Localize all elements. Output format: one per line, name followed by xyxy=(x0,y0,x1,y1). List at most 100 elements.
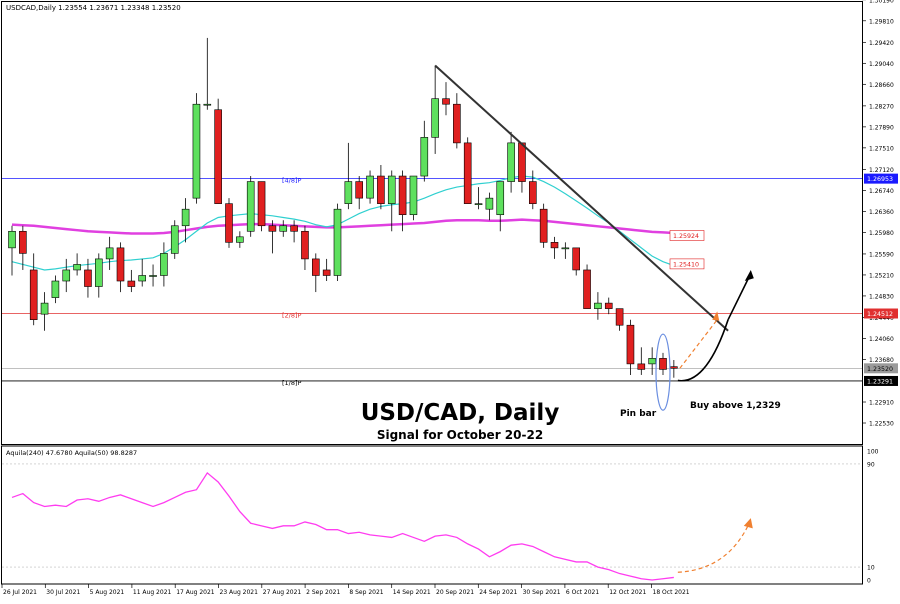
candle-body xyxy=(355,181,364,199)
indicator-y-tick: 0 xyxy=(867,578,871,585)
y-tick-label: 1.28270 xyxy=(869,103,894,110)
candle-body xyxy=(453,103,461,144)
candle-body xyxy=(311,258,320,276)
candle-body xyxy=(40,302,49,315)
level-label: [4/8]P xyxy=(282,177,302,185)
current-price-tag-box xyxy=(864,363,898,374)
candle-body xyxy=(615,308,624,326)
y-tick-label: 1.24830 xyxy=(869,293,894,300)
candle-body xyxy=(572,247,581,271)
candle-body xyxy=(604,302,613,309)
candle-body xyxy=(225,203,233,243)
candle-body xyxy=(594,302,602,309)
candle-body xyxy=(431,98,439,138)
candle-body xyxy=(170,225,179,254)
price-panel-border xyxy=(1,1,863,445)
symbol-info: USDCAD,Daily 1.23554 1.23671 1.23348 1.2… xyxy=(6,4,181,12)
level-tag-red-box xyxy=(864,308,898,319)
level-label: [1/8]P xyxy=(282,379,302,387)
y-tick-label: 1.25210 xyxy=(869,272,894,279)
candle-body xyxy=(626,324,635,365)
y-tick-label: 1.30190 xyxy=(869,0,894,4)
candle-body xyxy=(561,247,570,250)
indicator-y-tick: 100 xyxy=(867,449,879,456)
candle-body xyxy=(550,242,559,249)
candle-body xyxy=(127,280,136,287)
inline-price-tag-text: 1.25924 xyxy=(673,233,699,240)
indicator-forecast-head xyxy=(743,518,753,529)
candle-body xyxy=(290,225,298,232)
y-tick-label: 1.27120 xyxy=(869,167,894,174)
inline-price-tag-box xyxy=(669,258,705,270)
buy-arrow-head xyxy=(744,269,754,282)
inline-price-tag-text: 1.25410 xyxy=(673,261,699,268)
y-tick-label: 1.29040 xyxy=(869,61,894,68)
candle-body xyxy=(648,358,656,365)
x-tick-label: 26 Jul 2021 xyxy=(3,589,37,596)
indicator-label: Aquila(240) 47.6780 Aquila(50) 98.8287 xyxy=(6,449,137,457)
candle-body xyxy=(105,247,114,260)
candle-body xyxy=(95,258,103,287)
candle-body xyxy=(149,275,157,277)
y-tick-label: 1.24060 xyxy=(869,336,894,343)
indicator-y-tick: 10 xyxy=(867,565,875,572)
level-tag-blue-box xyxy=(864,173,898,184)
candle-body xyxy=(236,236,244,243)
candle-body xyxy=(279,225,288,232)
candle-body xyxy=(51,280,60,298)
x-tick-label: 18 Oct 2021 xyxy=(653,589,690,596)
y-tick-label: 1.23680 xyxy=(869,357,894,364)
y-tick-label: 1.28660 xyxy=(869,82,894,89)
candle-body xyxy=(474,203,483,205)
time-axis: 26 Jul 2021 30 Jul 2021 5 Aug 2021 11 Aug 2… xyxy=(1,584,690,596)
candle-body xyxy=(409,175,418,216)
inline-price-tag-box xyxy=(669,230,705,241)
y-tick-label: 1.27890 xyxy=(869,124,894,131)
indicator-y-tick: 90 xyxy=(867,461,875,468)
chart-title: USD/CAD, Daily xyxy=(361,400,560,426)
candlesticks xyxy=(8,37,678,378)
candle-body xyxy=(366,175,374,199)
candle-body xyxy=(29,269,38,320)
candle-body xyxy=(344,181,353,204)
level-tag-black-box xyxy=(864,375,898,386)
candle-body xyxy=(322,269,331,276)
price-axis: 1.30190 1.29810 1.29420 1.29040 1.28660 1.282… xyxy=(862,0,894,428)
candle-body xyxy=(583,269,591,309)
dashed-projection-arrow xyxy=(712,311,720,321)
buy-curve-arrow xyxy=(677,319,729,382)
candle-body xyxy=(420,137,429,177)
candle-body xyxy=(301,230,309,260)
indicator-forecast-arrow xyxy=(677,521,751,573)
x-tick-label: 20 Sep 2021 xyxy=(436,589,474,596)
level-tag-red-text: 1.24512 xyxy=(867,311,893,318)
y-tick-label: 1.26740 xyxy=(869,188,894,195)
candle-body xyxy=(246,181,255,232)
candle-body xyxy=(203,103,212,106)
x-tick-label: 14 Sep 2021 xyxy=(393,589,431,596)
candle-body xyxy=(192,103,201,199)
y-tick-label: 1.22910 xyxy=(869,400,894,407)
candle-body xyxy=(160,253,168,276)
pin-bar-label: Pin bar xyxy=(620,409,657,419)
x-tick-label: 27 Aug 2021 xyxy=(263,589,302,596)
level-label: [2/8]P xyxy=(282,311,302,319)
y-tick-label: 1.25590 xyxy=(869,251,894,258)
candle-body xyxy=(138,275,146,282)
descending-trendline xyxy=(434,64,729,332)
x-tick-label: 6 Oct 2021 xyxy=(566,589,599,596)
x-tick-label: 24 Sep 2021 xyxy=(479,589,517,596)
x-tick-label: 17 Aug 2021 xyxy=(176,589,215,596)
candle-body xyxy=(268,225,277,232)
buy-above-label: Buy above 1,2329 xyxy=(690,401,781,411)
x-tick-label: 30 Sep 2021 xyxy=(523,589,561,596)
candle-body xyxy=(539,208,548,243)
candle-body xyxy=(637,363,646,370)
candle-body xyxy=(659,358,667,370)
candle-body xyxy=(507,142,515,182)
candle-body xyxy=(485,197,494,210)
y-tick-label: 1.29810 xyxy=(869,18,894,25)
dashed-projection xyxy=(679,319,718,369)
